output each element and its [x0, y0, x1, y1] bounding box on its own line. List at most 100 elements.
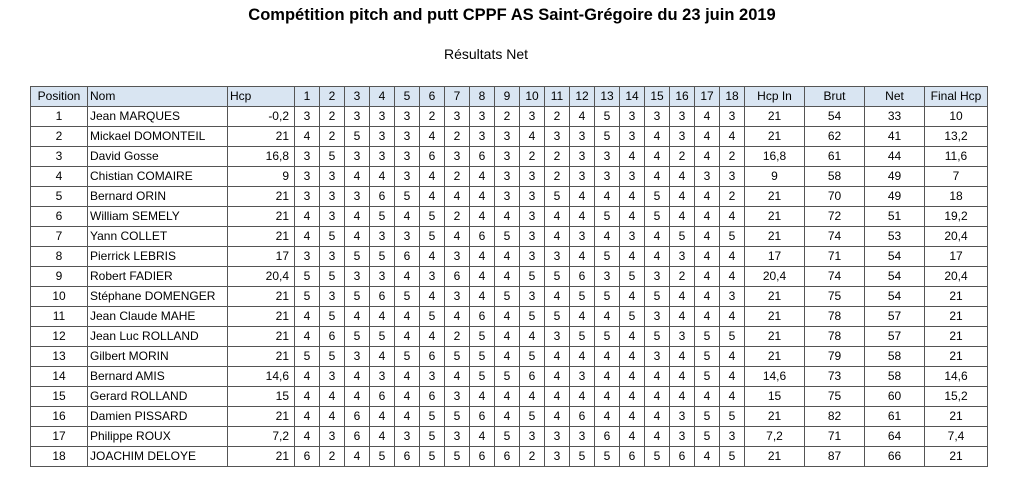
brut-cell: 82: [804, 406, 865, 427]
net-cell: 41: [864, 126, 925, 147]
hole-score-cell: 4: [619, 346, 645, 367]
hole-score-cell: 5: [294, 266, 320, 287]
hole-score-cell: 5: [719, 226, 745, 247]
final-hcp-cell: 11,6: [924, 146, 988, 167]
brut-cell: 71: [804, 246, 865, 267]
column-header: Brut: [804, 86, 865, 107]
position-cell: 5: [30, 186, 88, 207]
position-cell: 14: [30, 366, 88, 387]
hole-score-cell: 5: [469, 326, 495, 347]
hole-score-cell: 4: [294, 306, 320, 327]
hole-score-cell: 3: [394, 126, 420, 147]
column-header: 17: [694, 86, 720, 107]
hcp-cell: 21: [227, 226, 295, 247]
hole-score-cell: 4: [469, 426, 495, 447]
hole-score-cell: 4: [319, 386, 345, 407]
hole-score-cell: 4: [694, 446, 720, 467]
hole-score-cell: 4: [694, 246, 720, 267]
hole-score-cell: 3: [444, 426, 470, 447]
column-header: Nom: [87, 86, 228, 107]
hole-score-cell: 6: [319, 326, 345, 347]
final-hcp-cell: 7: [924, 166, 988, 187]
brut-cell: 54: [804, 106, 865, 127]
hole-score-cell: 4: [569, 186, 595, 207]
hole-score-cell: 3: [294, 246, 320, 267]
hole-score-cell: 3: [519, 186, 545, 207]
hole-score-cell: 4: [394, 306, 420, 327]
hole-score-cell: 3: [444, 106, 470, 127]
hole-score-cell: 5: [344, 246, 370, 267]
hole-score-cell: 5: [719, 326, 745, 347]
name-cell: David Gosse: [87, 146, 228, 167]
brut-cell: 61: [804, 146, 865, 167]
table-row: 2 Mickael DOMONTEIL 21 4 2 5 3 3 4 2 3 3 4 3 3 5 3 4 3 4 4 21…: [30, 126, 988, 147]
hole-score-cell: 4: [294, 226, 320, 247]
hole-score-cell: 3: [469, 106, 495, 127]
hole-score-cell: 3: [394, 106, 420, 127]
hole-score-cell: 3: [344, 106, 370, 127]
hole-score-cell: 4: [444, 226, 470, 247]
hole-score-cell: 4: [719, 126, 745, 147]
hole-score-cell: 5: [319, 226, 345, 247]
hole-score-cell: 5: [469, 366, 495, 387]
hole-score-cell: 4: [719, 366, 745, 387]
hole-score-cell: 6: [419, 146, 445, 167]
final-hcp-cell: 21: [924, 286, 988, 307]
hole-score-cell: 5: [594, 106, 620, 127]
hole-score-cell: 2: [719, 186, 745, 207]
results-table: Position Nom Hcp 1 2 3 4 5 6 7 8 9 10 11 12 13 14 15 16 17 1…: [30, 86, 988, 467]
hcp-in-cell: 9: [744, 166, 805, 187]
hole-score-cell: 3: [544, 126, 570, 147]
hole-score-cell: 4: [419, 246, 445, 267]
hole-score-cell: 4: [294, 386, 320, 407]
hcp-cell: 21: [227, 326, 295, 347]
hole-score-cell: 3: [444, 386, 470, 407]
hole-score-cell: 3: [719, 166, 745, 187]
hole-score-cell: 2: [319, 446, 345, 467]
name-cell: Philippe ROUX: [87, 426, 228, 447]
net-cell: 51: [864, 206, 925, 227]
final-hcp-cell: 10: [924, 106, 988, 127]
hole-score-cell: 4: [344, 166, 370, 187]
hole-score-cell: 5: [519, 266, 545, 287]
column-header: 16: [669, 86, 695, 107]
final-hcp-cell: 21: [924, 446, 988, 467]
hole-score-cell: 4: [444, 186, 470, 207]
hole-score-cell: 6: [594, 426, 620, 447]
net-cell: 66: [864, 446, 925, 467]
hole-score-cell: 4: [594, 366, 620, 387]
name-cell: Robert FADIER: [87, 266, 228, 287]
hole-score-cell: 3: [619, 126, 645, 147]
hcp-in-cell: 21: [744, 446, 805, 467]
hole-score-cell: 4: [544, 226, 570, 247]
hole-score-cell: 3: [644, 306, 670, 327]
column-header: 1: [294, 86, 320, 107]
hole-score-cell: 5: [319, 306, 345, 327]
hole-score-cell: 3: [544, 446, 570, 467]
hole-score-cell: 3: [694, 166, 720, 187]
hcp-in-cell: 17: [744, 246, 805, 267]
position-cell: 4: [30, 166, 88, 187]
hole-score-cell: 4: [669, 346, 695, 367]
hole-score-cell: 3: [669, 246, 695, 267]
column-header: 14: [619, 86, 645, 107]
name-cell: Jean MARQUES: [87, 106, 228, 127]
name-cell: William SEMELY: [87, 206, 228, 227]
name-cell: Jean Claude MAHE: [87, 306, 228, 327]
hole-score-cell: 3: [619, 106, 645, 127]
hole-score-cell: 4: [719, 386, 745, 407]
hole-score-cell: 4: [394, 206, 420, 227]
hole-score-cell: 5: [344, 326, 370, 347]
hole-score-cell: 4: [619, 366, 645, 387]
hole-score-cell: 5: [644, 186, 670, 207]
hole-score-cell: 5: [694, 426, 720, 447]
name-cell: Bernard AMIS: [87, 366, 228, 387]
hole-score-cell: 5: [444, 346, 470, 367]
net-cell: 58: [864, 366, 925, 387]
brut-cell: 74: [804, 266, 865, 287]
hole-score-cell: 3: [319, 286, 345, 307]
hole-score-cell: 5: [619, 266, 645, 287]
final-hcp-cell: 21: [924, 306, 988, 327]
hole-score-cell: 3: [494, 146, 520, 167]
table-row: 6 William SEMELY 21 4 3 4 5 4 5 2 4 4 3 4 4 5 4 5 4 4 4 21 72 5…: [30, 206, 988, 227]
